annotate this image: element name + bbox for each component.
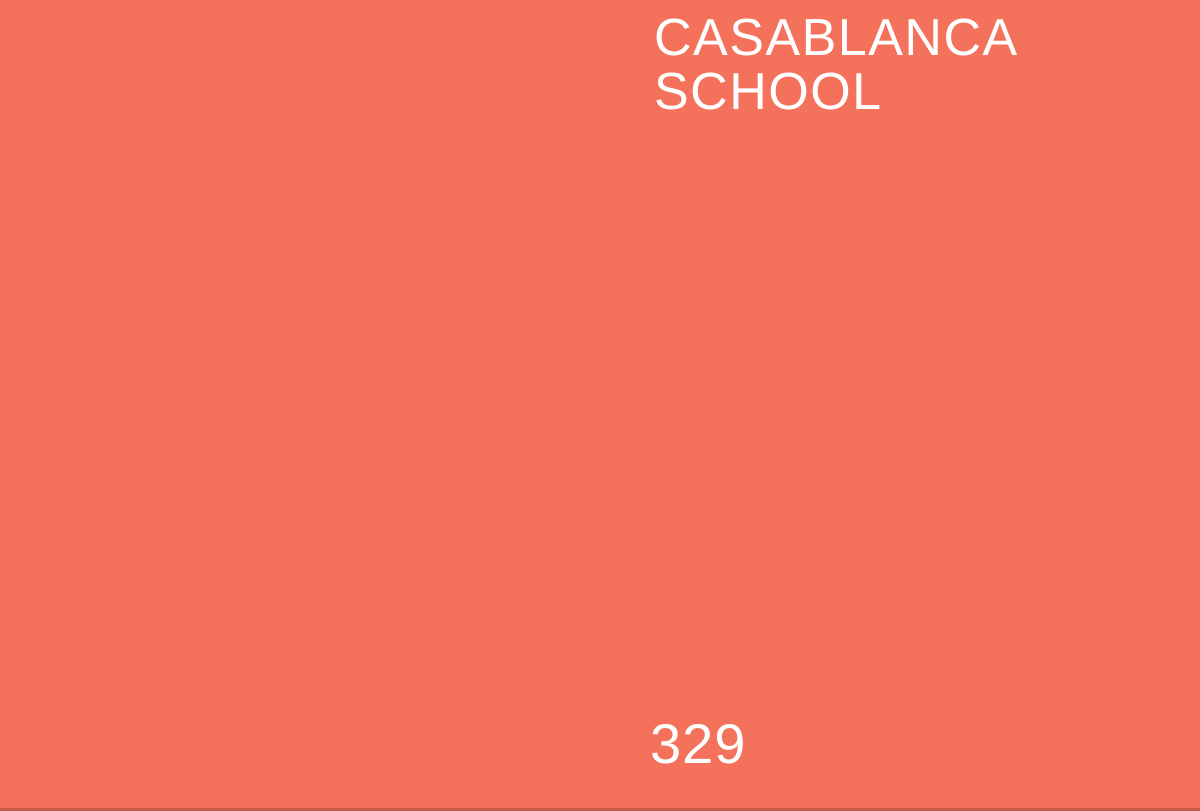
color-name: CASABLANCA SCHOOL <box>654 11 1019 119</box>
color-name-line2: SCHOOL <box>654 63 883 121</box>
color-name-line1: CASABLANCA <box>654 9 1019 67</box>
color-number: 329 <box>650 712 747 775</box>
card-bottom-edge <box>0 808 1200 811</box>
